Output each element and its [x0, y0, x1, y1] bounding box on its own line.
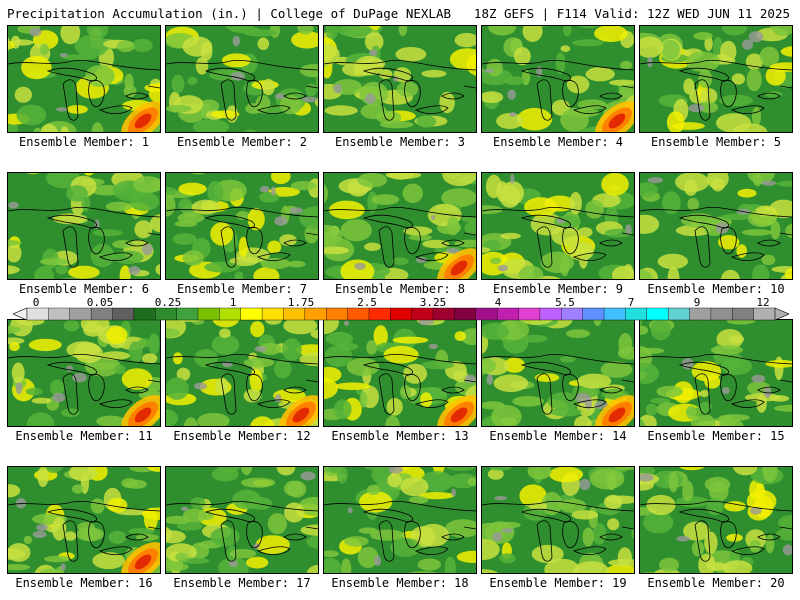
colorbar-tick-label: 5.5 [555, 296, 575, 309]
ensemble-member-label: Ensemble Member: 19 [489, 576, 627, 590]
colorbar-tick-label: 0.25 [154, 296, 182, 309]
colorbar-swatch [26, 307, 49, 321]
colorbar-swatch [411, 307, 434, 321]
ensemble-member-label: Ensemble Member: 10 [647, 282, 785, 296]
colorbar-swatch [689, 307, 712, 321]
colorbar-tick-label: 1.75 [287, 296, 315, 309]
ensemble-member-label: Ensemble Member: 17 [173, 576, 311, 590]
colorbar-swatch [432, 307, 455, 321]
colorbar-swatch [475, 307, 498, 321]
ensemble-member-label: Ensemble Member: 16 [15, 576, 153, 590]
colorbar-swatch [625, 307, 648, 321]
ensemble-member-map [323, 466, 477, 574]
ensemble-member-label: Ensemble Member: 13 [331, 429, 469, 443]
ensemble-member-label: Ensemble Member: 20 [647, 576, 785, 590]
ensemble-member-map [165, 319, 319, 427]
colorbar-swatch [90, 307, 113, 321]
ensemble-member-label: Ensemble Member: 9 [492, 282, 624, 296]
ensemble-member-map [165, 172, 319, 280]
ensemble-member-map [481, 319, 635, 427]
colorbar-swatch [454, 307, 477, 321]
ensemble-member-label: Ensemble Member: 15 [647, 429, 785, 443]
colorbar-swatch [753, 307, 776, 321]
colorbar-swatch [603, 307, 626, 321]
colorbar-tick-label: 2.5 [357, 296, 377, 309]
colorbar-min-arrow [13, 307, 28, 321]
ensemble-member-label: Ensemble Member: 8 [334, 282, 466, 296]
ensemble-member-label: Ensemble Member: 12 [173, 429, 311, 443]
colorbar-swatch [304, 307, 327, 321]
colorbar-swatch [261, 307, 284, 321]
colorbar-tick-label: 7 [627, 296, 635, 309]
ensemble-member-map [639, 25, 793, 133]
ensemble-member-map [481, 25, 635, 133]
ensemble-member-label: Ensemble Member: 7 [176, 282, 308, 296]
ensemble-member-map [7, 25, 161, 133]
ensemble-member-map [481, 466, 635, 574]
colorbar-swatch [133, 307, 156, 321]
ensemble-member-map [481, 172, 635, 280]
colorbar-swatch [710, 307, 733, 321]
ensemble-member-map [639, 319, 793, 427]
colorbar-swatch [197, 307, 220, 321]
ensemble-member-label: Ensemble Member: 11 [15, 429, 153, 443]
colorbar-swatch [496, 307, 520, 321]
colorbar-tick-label: 12 [756, 296, 770, 309]
colorbar-swatch [219, 307, 242, 321]
colorbar-swatch [347, 307, 370, 321]
colorbar-swatch [582, 307, 605, 321]
ensemble-member-map [7, 319, 161, 427]
colorbar-swatch [48, 307, 71, 321]
colorbar-tick-label: 0.05 [86, 296, 114, 309]
ensemble-member-label: Ensemble Member: 2 [176, 135, 308, 149]
colorbar-tick-label: 3.25 [419, 296, 447, 309]
ensemble-member-label: Ensemble Member: 1 [18, 135, 150, 149]
precipitation-colorbar [13, 307, 789, 321]
ensemble-member-map [639, 172, 793, 280]
colorbar-tick-label: 4 [494, 296, 502, 309]
ensemble-member-label: Ensemble Member: 6 [18, 282, 150, 296]
ensemble-member-label: Ensemble Member: 3 [334, 135, 466, 149]
colorbar-swatch [646, 307, 669, 321]
colorbar-tick-label: 0 [32, 296, 40, 309]
ensemble-member-map [7, 172, 161, 280]
colorbar-swatch [539, 307, 562, 321]
map-title: Precipitation Accumulation (in.) | Colle… [7, 6, 452, 21]
colorbar-swatch [561, 307, 584, 321]
colorbar-swatch [112, 307, 135, 321]
colorbar-swatch [176, 307, 199, 321]
colorbar-swatch [732, 307, 755, 321]
ensemble-member-map [323, 172, 477, 280]
ensemble-member-label: Ensemble Member: 4 [492, 135, 624, 149]
colorbar-swatch [667, 307, 691, 321]
ensemble-member-map [323, 319, 477, 427]
ensemble-member-map [639, 466, 793, 574]
colorbar-swatch [326, 307, 349, 321]
colorbar-swatch [283, 307, 306, 321]
colorbar-swatch [368, 307, 391, 321]
colorbar-swatch [518, 307, 541, 321]
colorbar-swatch [390, 307, 413, 321]
ensemble-member-map [7, 466, 161, 574]
ensemble-member-label: Ensemble Member: 14 [489, 429, 627, 443]
ensemble-member-label: Ensemble Member: 18 [331, 576, 469, 590]
colorbar-tick-label: 9 [693, 296, 701, 309]
colorbar-tick-label: 1 [229, 296, 237, 309]
colorbar-swatch [69, 307, 92, 321]
colorbar-max-arrow [774, 307, 789, 321]
ensemble-member-map [323, 25, 477, 133]
colorbar-swatch [240, 307, 263, 321]
ensemble-member-map [165, 466, 319, 574]
ensemble-member-map [165, 25, 319, 133]
model-valid-time: 18Z GEFS | F114 Valid: 12Z WED JUN 11 20… [473, 6, 790, 21]
ensemble-member-label: Ensemble Member: 5 [650, 135, 782, 149]
colorbar-swatch [155, 307, 178, 321]
